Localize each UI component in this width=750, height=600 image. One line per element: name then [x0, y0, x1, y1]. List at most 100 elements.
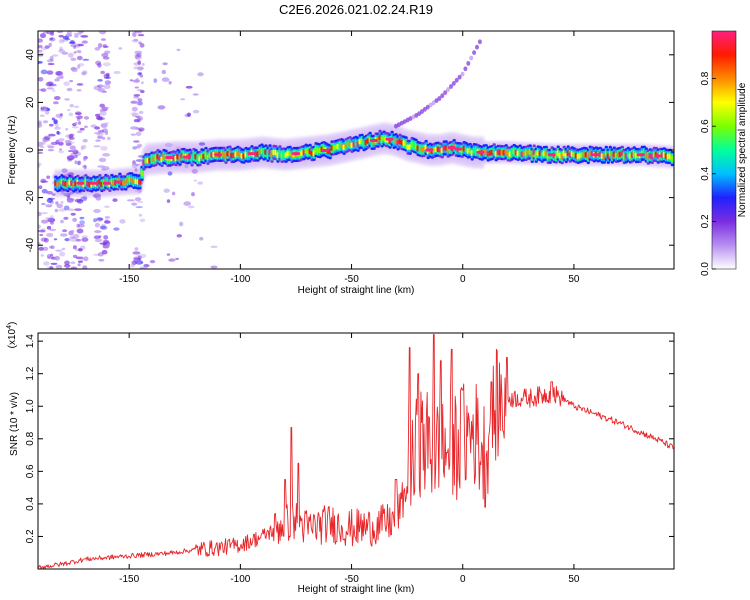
- noise-speckle: [166, 253, 171, 256]
- noise-speckle: [40, 47, 48, 51]
- noise-speckle: [101, 136, 106, 140]
- noise-speckle: [58, 38, 65, 44]
- noise-speckle: [163, 188, 170, 193]
- noise-speckle: [76, 228, 84, 234]
- noise-speckle: [40, 254, 44, 257]
- colorbar-tick-label: 0.0: [700, 262, 711, 276]
- noise-speckle: [77, 64, 81, 69]
- noise-speckle: [75, 115, 84, 119]
- ridge-peak: [447, 146, 456, 150]
- noise-speckle: [46, 198, 53, 203]
- noise-speckle: [53, 101, 59, 105]
- noise-speckle: [210, 265, 218, 269]
- noise-speckle: [81, 235, 89, 238]
- snr-series-line: [38, 334, 674, 569]
- noise-speckle: [77, 43, 84, 47]
- noise-speckle: [132, 32, 137, 38]
- snr-y-axis: 0.2 0.4 0.6 0.8 1.0 1.2 1.4: [25, 334, 674, 543]
- y-tick-label: 20: [25, 96, 36, 108]
- noise-speckle: [47, 217, 56, 223]
- noise-speckle: [104, 205, 110, 209]
- noise-speckle: [94, 222, 100, 228]
- noise-speckle: [99, 117, 106, 121]
- noise-speckle: [130, 263, 135, 268]
- ridge-peak: [592, 153, 601, 157]
- noise-speckle: [38, 185, 43, 190]
- noise-speckle: [49, 228, 57, 232]
- noise-speckle: [38, 120, 42, 125]
- ridge-peak: [636, 153, 645, 157]
- noise-speckle: [73, 105, 80, 109]
- noise-speckle: [60, 219, 64, 224]
- noise-speckle: [101, 249, 108, 255]
- noise-speckle: [139, 116, 143, 121]
- noise-speckle: [131, 106, 138, 112]
- noise-speckle: [77, 223, 85, 228]
- x-tick-label: 50: [568, 274, 580, 285]
- noise-speckle: [61, 247, 66, 251]
- noise-speckle: [93, 145, 101, 148]
- noise-speckle: [137, 66, 144, 71]
- ridge-peak: [102, 181, 111, 185]
- noise-speckle: [74, 154, 78, 159]
- noise-speckle: [39, 114, 45, 117]
- noise-speckle: [70, 229, 75, 233]
- snr-yscale-suffix: ): [7, 322, 18, 325]
- noise-speckle: [139, 74, 144, 78]
- x-tick-label: -50: [344, 274, 359, 285]
- noise-speckle: [76, 115, 83, 120]
- noise-speckle: [59, 251, 66, 257]
- noise-speckle: [104, 216, 111, 219]
- noise-speckle: [143, 264, 150, 268]
- noise-speckle: [80, 196, 88, 202]
- noise-speckle: [76, 117, 81, 122]
- noise-speckle: [62, 36, 69, 40]
- noise-speckle: [51, 54, 59, 57]
- y-tick-label: 0: [25, 147, 36, 153]
- noise-speckle: [64, 98, 70, 101]
- secondary-dot: [437, 96, 442, 101]
- noise-speckle: [49, 245, 53, 249]
- noise-speckle: [46, 190, 53, 195]
- noise-speckle: [39, 145, 45, 148]
- noise-speckle: [135, 101, 143, 106]
- noise-speckle: [97, 88, 106, 93]
- noise-speckle: [130, 133, 137, 136]
- noise-speckle: [49, 266, 54, 269]
- noise-speckle: [197, 181, 203, 185]
- noise-speckle: [97, 79, 103, 82]
- noise-speckle: [137, 200, 144, 204]
- noise-speckle: [70, 44, 77, 48]
- spectrogram-y-axis: -40 -20 0 20 40: [25, 49, 674, 252]
- noise-speckle: [130, 126, 138, 130]
- noise-speckle: [42, 136, 50, 142]
- ridge-peak: [385, 137, 394, 141]
- colorbar-bar: [711, 30, 737, 270]
- noise-speckle: [133, 140, 140, 143]
- snr-frame: [37, 332, 675, 570]
- noise-speckle: [60, 233, 68, 237]
- noise-speckle: [43, 261, 50, 266]
- noise-speckle: [138, 72, 143, 75]
- noise-speckle: [141, 63, 145, 66]
- noise-speckle: [58, 114, 63, 120]
- noise-speckle: [192, 93, 199, 96]
- noise-speckle: [50, 141, 58, 146]
- noise-speckle: [65, 266, 70, 269]
- noise-speckle: [168, 80, 172, 85]
- noise-speckle: [45, 217, 51, 220]
- noise-speckle: [113, 227, 120, 231]
- spectrogram-panel: -150 -100 -50 0 50 -40 -20 0 20 40 Height of str…: [7, 30, 675, 296]
- noise-speckle: [153, 78, 158, 83]
- secondary-dot: [457, 74, 462, 80]
- noise-speckle: [58, 208, 67, 212]
- noise-speckle: [101, 106, 110, 109]
- noise-speckle: [44, 110, 50, 115]
- noise-speckle: [76, 55, 83, 61]
- noise-speckle: [79, 216, 85, 220]
- noise-speckle: [54, 126, 61, 130]
- noise-speckle: [193, 179, 197, 182]
- noise-speckle: [102, 56, 110, 60]
- noise-speckle: [133, 94, 141, 97]
- noise-speckle: [66, 31, 72, 36]
